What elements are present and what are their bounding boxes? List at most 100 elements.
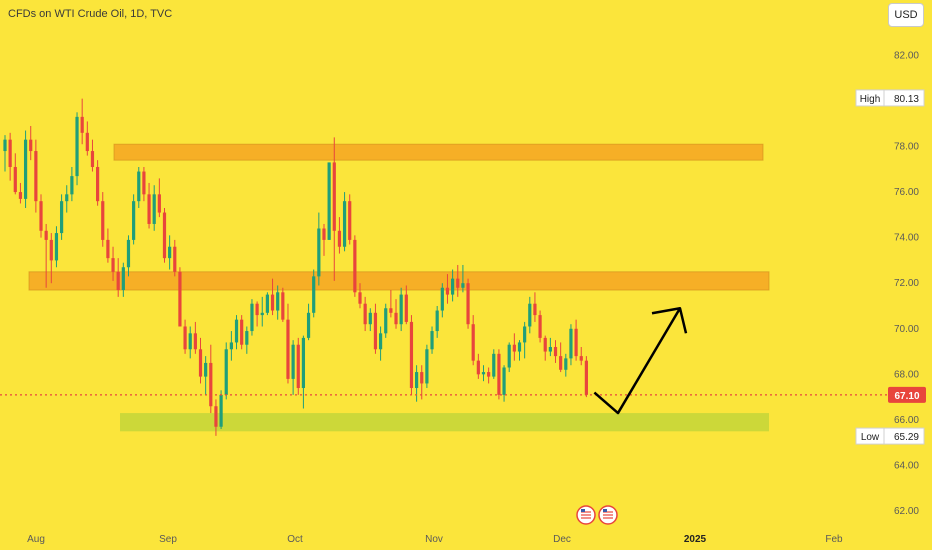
candle-body [502, 367, 506, 395]
candle-body [538, 315, 542, 338]
candle-body [353, 239, 357, 293]
candle-body [157, 194, 161, 213]
candle-body [250, 303, 254, 332]
candle-body [152, 194, 156, 224]
flag-canton [603, 509, 607, 512]
arrow-head [651, 307, 688, 334]
candle-body [584, 360, 588, 395]
candle-body [188, 333, 192, 350]
candle-body [234, 319, 239, 343]
candle-body [270, 294, 275, 311]
candle-body [90, 151, 95, 167]
candle-body [18, 192, 23, 199]
resistance-zone-lower [28, 271, 770, 291]
candle-body [49, 239, 53, 261]
high-value: 80.13 [894, 94, 919, 105]
candle-body [142, 171, 146, 195]
candle-body [65, 194, 69, 202]
candle-body [116, 271, 120, 291]
candles-group [3, 98, 588, 436]
candle-body [317, 228, 321, 277]
candle-body [373, 312, 378, 350]
projection-arrow [593, 307, 682, 415]
candle-body [523, 326, 527, 343]
candle-body [533, 303, 537, 316]
candle-body [260, 312, 264, 316]
candle-body [162, 212, 167, 259]
currency-button[interactable]: USD [888, 3, 924, 27]
candle-body [126, 239, 131, 268]
high-label: High [860, 94, 881, 105]
x-tick-label: Feb [825, 534, 843, 545]
candle-body [481, 372, 486, 375]
candle-body [415, 372, 419, 389]
candle-body [348, 201, 352, 240]
y-tick-label: 70.00 [894, 324, 919, 335]
candle-body [3, 139, 7, 152]
candle-body [96, 166, 100, 202]
candle-body [409, 321, 414, 389]
candle-body [425, 349, 429, 384]
candle-body [466, 283, 470, 325]
x-tick-label: Dec [553, 534, 571, 545]
candle-body [168, 246, 172, 259]
candle-body [487, 372, 491, 377]
candle-body [312, 276, 316, 313]
candle-body [70, 176, 74, 195]
candle-body [245, 331, 249, 345]
y-tick-label: 74.00 [894, 233, 919, 244]
candle-body [286, 319, 290, 379]
y-tick-label: 64.00 [894, 460, 919, 471]
candle-body [363, 303, 367, 325]
x-tick-label: 2025 [684, 534, 707, 545]
candle-body [471, 324, 475, 361]
candle-body [75, 116, 79, 177]
high-value-box [883, 89, 925, 107]
candle-body [492, 353, 496, 377]
candle-body [255, 303, 259, 316]
candle-body [137, 171, 141, 202]
candle-body [121, 267, 125, 291]
candle-body [399, 294, 403, 325]
x-tick-label: Aug [27, 534, 45, 545]
candle-body [59, 201, 64, 234]
candle-body [548, 346, 552, 352]
candle-body [229, 342, 233, 350]
candle-body [461, 283, 465, 288]
candle-body [132, 201, 136, 240]
candle-body [219, 394, 223, 427]
candle-body [420, 372, 424, 384]
low-label: Low [861, 432, 880, 443]
candle-body [183, 326, 187, 350]
candle-body [204, 362, 208, 377]
candle-body [517, 342, 522, 352]
candle-body [378, 333, 383, 350]
candle-body [13, 166, 17, 193]
candle-body [358, 292, 362, 304]
candle-body [224, 349, 228, 395]
candle-body [404, 294, 408, 322]
candle-body [173, 246, 177, 272]
candle-body [85, 132, 89, 152]
candle-body [445, 287, 450, 295]
candle-body [497, 353, 501, 395]
candle-body [559, 356, 563, 370]
candle-body [198, 349, 203, 377]
x-tick-label: Sep [159, 534, 177, 545]
candle-body [456, 278, 460, 288]
y-tick-label: 76.00 [894, 187, 919, 198]
candle-body [265, 294, 269, 313]
candle-body [296, 344, 300, 389]
candle-body [528, 303, 532, 327]
candle-body [507, 344, 511, 368]
candle-body [564, 358, 568, 370]
candle-body [209, 362, 213, 407]
candle-body [8, 139, 12, 167]
candle-body [579, 356, 583, 361]
candle-body [111, 258, 115, 272]
chart-title: CFDs on WTI Crude Oil, 1D, TVC [8, 8, 173, 20]
candle-body [29, 139, 33, 152]
support-zone [120, 413, 769, 432]
candle-body [342, 201, 347, 247]
